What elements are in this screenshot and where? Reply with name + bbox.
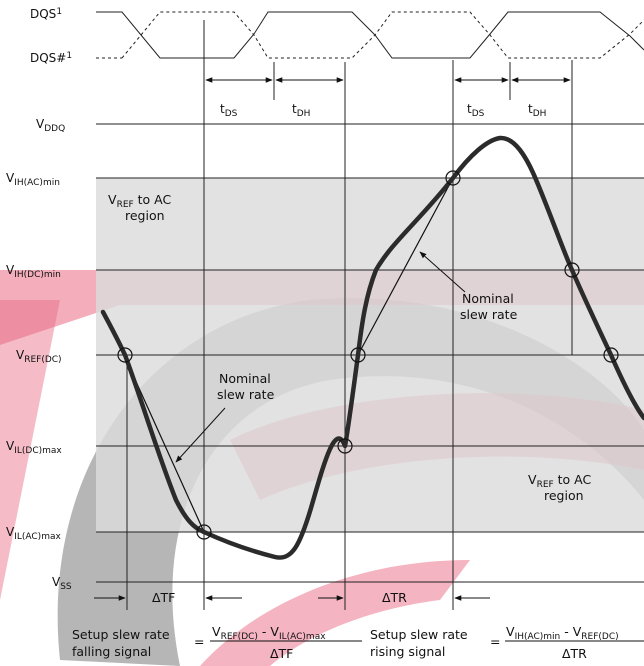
delta-tf-label: ΔTF xyxy=(152,590,175,605)
signal-waveform xyxy=(100,135,644,560)
dqs-waveforms xyxy=(96,11,644,59)
dqs-solid xyxy=(96,11,644,59)
callout-arrow-falling xyxy=(175,407,226,463)
dqs-dashed xyxy=(121,11,644,59)
falling-formula-label-2: falling signal xyxy=(72,644,151,659)
callout-arrow-rising xyxy=(419,251,466,293)
upper-vref-to-ac-region xyxy=(96,178,644,355)
nominal-falling-note-2: slew rate xyxy=(217,387,275,402)
crossing-markers xyxy=(117,170,619,540)
nominal-rising-note: Nominal xyxy=(462,291,514,306)
watermark-red-swoosh-bottom xyxy=(200,560,470,666)
delta-tr-label: ΔTR xyxy=(382,590,407,605)
falling-formula-equals: = xyxy=(194,634,204,649)
vss-label: VSS xyxy=(52,575,72,592)
rising-formula-label-2: rising signal xyxy=(370,644,445,659)
vref-label: VREF(DC) xyxy=(16,348,62,365)
timing-lines xyxy=(126,20,573,610)
nominal-falling-note: Nominal xyxy=(219,371,271,386)
vih-ac-label: VIH(AC)min xyxy=(6,171,60,188)
rising-formula-label: Setup slew rate xyxy=(370,627,468,642)
watermark-red-swoosh-left xyxy=(0,300,60,600)
marker-rising-vil-dc xyxy=(337,438,353,454)
rising-formula-denominator: ΔTR xyxy=(562,646,587,661)
marker-falling2-vih-dc xyxy=(564,262,580,278)
marker-falling2-vref xyxy=(603,347,619,363)
tdh-label-2: tDH xyxy=(528,102,546,119)
nominal-rising-line xyxy=(357,177,454,356)
lower-region-label: VREF to AC xyxy=(528,472,592,490)
dqs-label: DQS1 xyxy=(30,7,62,21)
vil-ac-label: VIL(AC)max xyxy=(6,525,61,542)
level-lines xyxy=(96,123,644,583)
falling-formula-label: Setup slew rate xyxy=(72,627,170,642)
marker-rising-vref xyxy=(350,347,366,363)
vil-dc-label: VIL(DC)max xyxy=(6,439,62,456)
lower-vref-to-ac-region xyxy=(96,355,644,532)
marker-falling-vil-ac xyxy=(196,524,212,540)
falling-formula-numerator: VREF(DC) - VIL(AC)max xyxy=(212,624,326,642)
lower-region-label-2: region xyxy=(544,488,584,503)
vddq-label: VDDQ xyxy=(36,117,65,134)
vih-dc-label: VIH(DC)min xyxy=(6,263,61,280)
nominal-rising-note-2: slew rate xyxy=(460,307,518,322)
falling-formula-denominator: ΔTF xyxy=(270,646,293,661)
rising-formula-equals: = xyxy=(490,634,500,649)
tds-label-1: tDS xyxy=(220,102,238,119)
marker-falling-vref xyxy=(117,347,133,363)
marker-rising-vih-ac xyxy=(445,170,461,186)
upper-region-label: VREF to AC xyxy=(108,192,172,210)
dqs-n-label: DQS#1 xyxy=(30,51,72,65)
upper-region-label-2: region xyxy=(125,208,165,223)
tdh-label-1: tDH xyxy=(292,102,310,119)
tds-label-2: tDS xyxy=(467,102,485,119)
rising-formula-numerator: VIH(AC)min - VREF(DC) xyxy=(506,624,619,642)
callout-arrows xyxy=(175,251,466,463)
